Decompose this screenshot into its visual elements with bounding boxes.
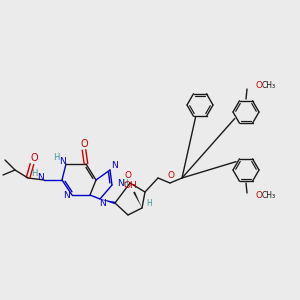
Text: OH: OH	[123, 181, 137, 190]
Text: H: H	[122, 179, 128, 188]
Text: O: O	[256, 191, 262, 200]
Text: N: N	[117, 179, 123, 188]
Polygon shape	[100, 199, 115, 204]
Text: CH₃: CH₃	[262, 191, 276, 200]
Text: O: O	[80, 139, 88, 149]
Text: H: H	[31, 169, 37, 178]
Text: O: O	[167, 172, 175, 181]
Text: N: N	[64, 191, 70, 200]
Text: N: N	[99, 200, 105, 208]
Text: O: O	[124, 172, 131, 181]
Text: N: N	[37, 172, 44, 182]
Text: O: O	[256, 82, 262, 91]
Text: N: N	[58, 157, 65, 166]
Text: O: O	[30, 153, 38, 163]
Text: H: H	[53, 152, 59, 161]
Polygon shape	[133, 192, 142, 208]
Text: H: H	[146, 200, 152, 208]
Text: CH₃: CH₃	[262, 82, 276, 91]
Text: N: N	[112, 161, 118, 170]
